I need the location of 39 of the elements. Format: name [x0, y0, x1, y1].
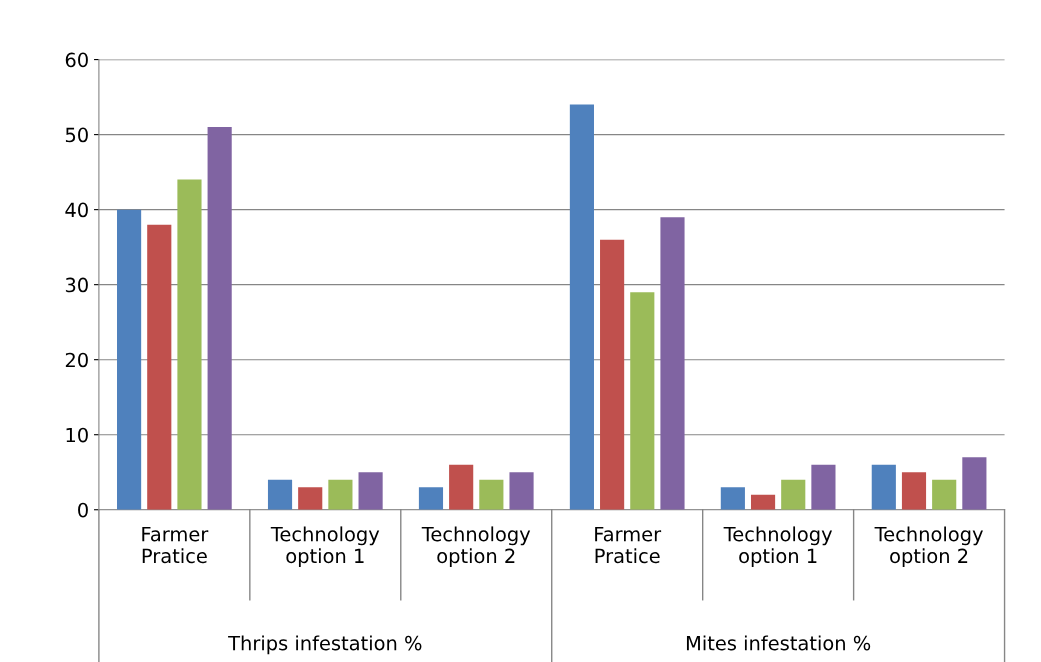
y-tick-label: 0 [78, 502, 88, 518]
bar [750, 494, 776, 510]
bar [328, 479, 353, 510]
x-tick-label: Technology option 1 [270, 526, 380, 567]
bar [358, 472, 383, 510]
x-tick-label: Technology option 2 [421, 526, 531, 567]
text: Thrips infestation % [228, 635, 422, 655]
bar [660, 217, 685, 510]
y-tick-label: 30 [65, 277, 88, 293]
bar [630, 292, 655, 510]
y-tick-label: 40 [65, 202, 88, 218]
x-tick-label: Technology option 1 [723, 526, 833, 567]
y-tick-label: 60 [65, 52, 88, 68]
bar [811, 464, 836, 510]
bar [781, 479, 806, 510]
bar [207, 127, 232, 510]
bar [298, 487, 323, 510]
x-tick-label: Farmer Pratice [595, 527, 662, 564]
bar [901, 472, 927, 510]
bar [177, 179, 202, 510]
bar [267, 479, 293, 510]
y-tick-label: 50 [65, 127, 88, 143]
bar [509, 472, 534, 510]
bar [871, 464, 896, 510]
bar [600, 239, 625, 510]
x-tick-label: Technology option 2 [874, 526, 983, 567]
bar [449, 464, 474, 510]
bar [479, 479, 504, 510]
bar [932, 479, 957, 510]
bar [147, 224, 172, 510]
text: Mites infestation % [686, 635, 871, 651]
y-tick-label: 10 [66, 427, 88, 443]
bar [569, 104, 594, 510]
y-tick-label: 20 [65, 352, 88, 368]
bar [962, 457, 987, 510]
bar [117, 209, 142, 510]
bar [418, 487, 444, 510]
bar [720, 487, 745, 510]
x-tick-label: Farmer Pratice [142, 527, 209, 564]
